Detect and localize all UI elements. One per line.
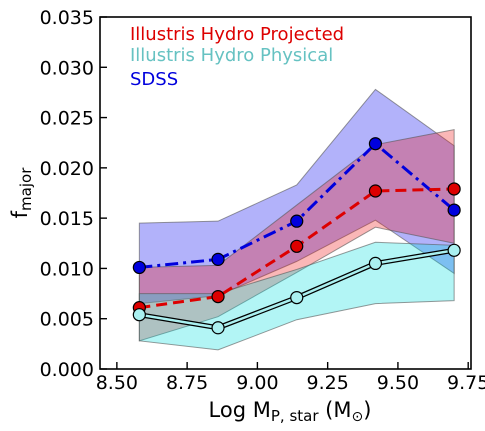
point-illustris-hydro-projected xyxy=(290,239,304,253)
point-illustris-hydro-projected xyxy=(368,184,383,198)
plot-frame xyxy=(99,16,472,370)
x-axis-label-sub: P, star xyxy=(271,407,319,425)
y-tick-label: 0.015 xyxy=(40,208,94,230)
x-tick-label: 9.50 xyxy=(377,372,419,394)
point-sdss xyxy=(290,214,304,228)
y-axis-label-main: f xyxy=(8,210,32,218)
legend-label-sdss: SDSS xyxy=(130,69,178,90)
y-tick-label: 0.020 xyxy=(40,158,94,180)
x-tick-label: 9.25 xyxy=(307,372,349,394)
point-illustris-hydro-projected xyxy=(447,182,461,196)
x-axis-label-unit-symbol: ⊙ xyxy=(352,409,364,425)
point-illustris-hydro-physical xyxy=(132,308,146,322)
y-axis-ticks: 0.000 0.005 0.010 0.015 0.020 0.025 0.030 0.035 xyxy=(40,7,107,381)
y-tick-label: 0.035 xyxy=(40,7,94,29)
point-sdss xyxy=(132,260,146,275)
x-axis-ticks: 8.50 8.75 9.00 9.25 9.50 9.75 xyxy=(96,362,485,394)
y-axis-label-sub: major xyxy=(17,167,35,211)
series-markers xyxy=(132,137,461,335)
legend-label-physical: Illustris Hydro Physical xyxy=(130,45,333,66)
point-illustris-hydro-physical xyxy=(368,256,383,270)
point-illustris-hydro-projected xyxy=(211,289,225,304)
legend-label-projected: Illustris Hydro Projected xyxy=(130,24,344,45)
x-axis-label: Log MP, star (M⊙) xyxy=(209,398,372,425)
y-tick-label: 0.030 xyxy=(40,57,94,79)
point-illustris-hydro-physical xyxy=(290,290,304,305)
y-tick-label: 0.005 xyxy=(40,309,94,331)
point-sdss xyxy=(368,137,383,151)
y-tick-label: 0.000 xyxy=(40,359,94,381)
y-tick-label: 0.010 xyxy=(40,258,94,280)
point-illustris-hydro-physical xyxy=(447,243,461,257)
x-tick-label: 8.50 xyxy=(96,372,138,394)
x-tick-label: 9.75 xyxy=(447,372,485,394)
point-sdss xyxy=(447,203,461,217)
point-sdss xyxy=(211,252,225,266)
y-tick-label: 0.025 xyxy=(40,108,94,130)
point-illustris-hydro-physical xyxy=(211,321,225,335)
x-axis-label-unit-close: ) xyxy=(363,398,371,422)
x-tick-label: 9.00 xyxy=(236,372,278,394)
x-axis-label-unit-open: (M xyxy=(319,398,352,422)
legend: Illustris Hydro Projected Illustris Hydr… xyxy=(130,24,344,90)
x-axis-label-main: Log M xyxy=(209,398,271,422)
y-axis-label: fmajor xyxy=(8,167,35,219)
x-tick-label: 8.75 xyxy=(166,372,208,394)
